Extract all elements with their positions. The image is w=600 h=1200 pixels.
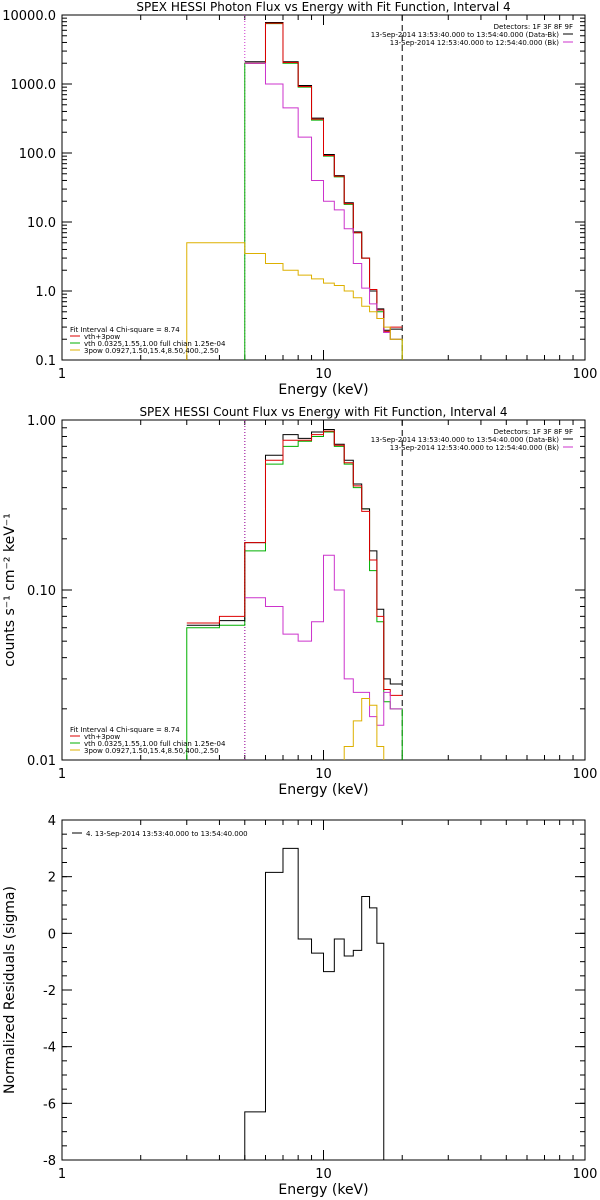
y-tick-label: 1.00 — [27, 414, 56, 429]
x-tick-label: 1 — [58, 767, 66, 782]
data-series-line — [186, 430, 403, 696]
x-tick-label: 100 — [573, 367, 598, 382]
legend-header: Detectors: 1F 3F 8F 9F — [494, 23, 573, 31]
x-tick-label: 100 — [573, 767, 598, 782]
legend-entry: 13-Sep-2014 13:53:40.000 to 13:54:40.000… — [371, 31, 560, 39]
y-tick-label: 10.0 — [27, 216, 56, 231]
chart-title: SPEX HESSI Count Flux vs Energy with Fit… — [139, 405, 507, 419]
legend-header: Detectors: 1F 3F 8F 9F — [494, 428, 573, 436]
y-tick-label: 0 — [48, 927, 56, 942]
legend-entry: vth+3pow — [84, 333, 120, 341]
legend-entry: 13-Sep-2014 12:53:40.000 to 12:54:40.000… — [390, 444, 560, 452]
legend-header: Fit Interval 4 Chi-square = 8.74 — [70, 726, 180, 734]
x-tick-label: 10 — [315, 367, 332, 382]
data-series-line — [186, 242, 403, 360]
y-tick-label: 0.01 — [27, 754, 56, 769]
x-tick-label: 1 — [58, 1167, 66, 1182]
legend-entry: 4. 13-Sep-2014 13:53:40.000 to 13:54:40.… — [86, 830, 248, 838]
x-tick-label: 10 — [315, 1167, 332, 1182]
legend-header: Fit Interval 4 Chi-square = 8.74 — [70, 326, 180, 334]
y-axis-label: Normalized Residuals (sigma) — [2, 886, 18, 1094]
x-axis-label: Energy (keV) — [278, 382, 368, 398]
y-tick-label: 10000.0 — [2, 9, 56, 24]
y-tick-label: -4 — [43, 1041, 56, 1056]
x-tick-label: 100 — [573, 1167, 598, 1182]
y-tick-label: -2 — [43, 984, 56, 999]
x-axis-label: Energy (keV) — [278, 782, 368, 798]
x-axis-label: Energy (keV) — [278, 1182, 368, 1198]
legend-entry: 3pow 0.0927,1.50,15.4,8.50,400.,2.50 — [84, 347, 219, 355]
data-series-line — [244, 21, 403, 331]
y-tick-label: 1.0 — [35, 285, 56, 300]
data-series-line — [244, 62, 403, 340]
legend-entry: vth 0.0325,1.55,1.00 full chian 1.25e-04 — [84, 340, 226, 348]
x-tick-label: 10 — [315, 767, 332, 782]
legend-entry: vth 0.0325,1.55,1.00 full chian 1.25e-04 — [84, 740, 226, 748]
y-tick-label: 0.10 — [27, 584, 56, 599]
y-tick-label: 100.0 — [19, 147, 56, 162]
y-axis-label: counts s⁻¹ cm⁻² keV⁻¹ — [2, 513, 18, 667]
legend-entry: 13-Sep-2014 13:53:40.000 to 13:54:40.000… — [371, 436, 560, 444]
y-tick-label: 2 — [48, 871, 56, 886]
y-tick-label: -8 — [43, 1154, 56, 1169]
y-tick-label: 4 — [48, 814, 56, 829]
x-tick-label: 1 — [58, 367, 66, 382]
legend-entry: 13-Sep-2014 12:53:40.000 to 12:54:40.000… — [390, 39, 560, 47]
data-series-line — [343, 698, 385, 760]
data-series-line — [244, 554, 403, 726]
data-series-line — [244, 22, 403, 332]
y-tick-label: 1000.0 — [11, 78, 57, 93]
y-tick-label: 0.1 — [35, 354, 56, 369]
legend-entry: 3pow 0.0927,1.50,15.4,8.50,400.,2.50 — [84, 747, 219, 755]
data-series-line — [244, 847, 385, 1160]
y-tick-label: -6 — [43, 1097, 56, 1112]
chart-title: SPEX HESSI Photon Flux vs Energy with Fi… — [136, 0, 510, 14]
plot-frame-2 — [61, 819, 586, 1161]
legend-entry: vth+3pow — [84, 733, 120, 741]
